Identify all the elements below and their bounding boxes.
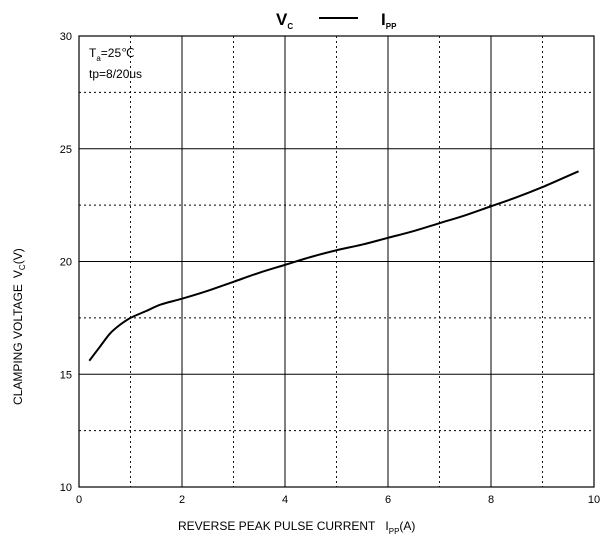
annotation-temp-prefix: T <box>89 46 97 60</box>
x-axis-label: REVERSE PEAK PULSE CURRENT IPP(A) <box>178 519 415 536</box>
series-group <box>88 170 579 362</box>
series-line <box>88 170 579 362</box>
x-tick-label: 4 <box>282 494 288 506</box>
y-tick-label: 20 <box>60 257 72 269</box>
title-right: I <box>381 10 386 29</box>
svg-text:IPP: IPP <box>381 10 397 31</box>
title-right-sub: PP <box>386 22 397 31</box>
x-tick-label: 6 <box>385 494 391 506</box>
y-axis-label: CLAMPING VOLTAGE VC(V) <box>11 248 27 405</box>
y-tick-label: 25 <box>60 144 72 156</box>
annotation-temp-sub: a <box>96 54 101 63</box>
x-tick-labels: 0 2 4 6 8 10 <box>76 494 600 506</box>
x-tick-label: 0 <box>76 494 82 506</box>
y-tick-labels: 10 15 20 25 30 <box>60 31 72 494</box>
annotation-temp-value: =25℃ <box>101 46 135 60</box>
annotation-pulse: tp=8/20us <box>89 67 142 81</box>
title-left-sub: C <box>287 22 293 31</box>
x-tick-label: 2 <box>179 494 185 506</box>
x-axis-symbol-sub: PP <box>389 527 400 536</box>
y-tick-label: 15 <box>60 369 72 381</box>
annotation: Ta=25℃ tp=8/20us <box>89 46 142 81</box>
y-tick-label: 10 <box>60 482 72 494</box>
x-axis-unit: (A) <box>399 519 415 533</box>
y-axis-symbol-sub: C <box>18 264 27 270</box>
x-tick-label: 10 <box>588 494 600 506</box>
x-axis-symbol: I <box>385 519 388 533</box>
chart-title: VC IPP <box>276 10 397 31</box>
y-axis-unit: (V) <box>11 248 25 264</box>
x-tick-label: 8 <box>488 494 494 506</box>
y-axis-symbol: V <box>11 270 25 278</box>
x-axis-text: REVERSE PEAK PULSE CURRENT <box>178 519 376 533</box>
y-axis-text: CLAMPING VOLTAGE <box>11 284 25 405</box>
grid <box>79 36 594 487</box>
title-left: V <box>276 10 288 29</box>
svg-text:Ta=25℃: Ta=25℃ <box>89 46 135 63</box>
svg-text:VC: VC <box>276 10 293 31</box>
y-tick-label: 30 <box>60 31 72 43</box>
